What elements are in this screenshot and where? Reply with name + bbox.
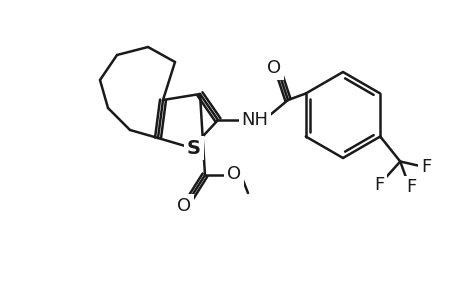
Text: O: O — [177, 197, 190, 215]
Text: S: S — [187, 139, 201, 158]
Text: O: O — [226, 165, 241, 183]
Text: F: F — [373, 176, 384, 194]
Text: NH: NH — [241, 111, 268, 129]
Text: F: F — [420, 158, 431, 175]
Text: F: F — [405, 178, 415, 196]
Text: O: O — [266, 59, 280, 77]
